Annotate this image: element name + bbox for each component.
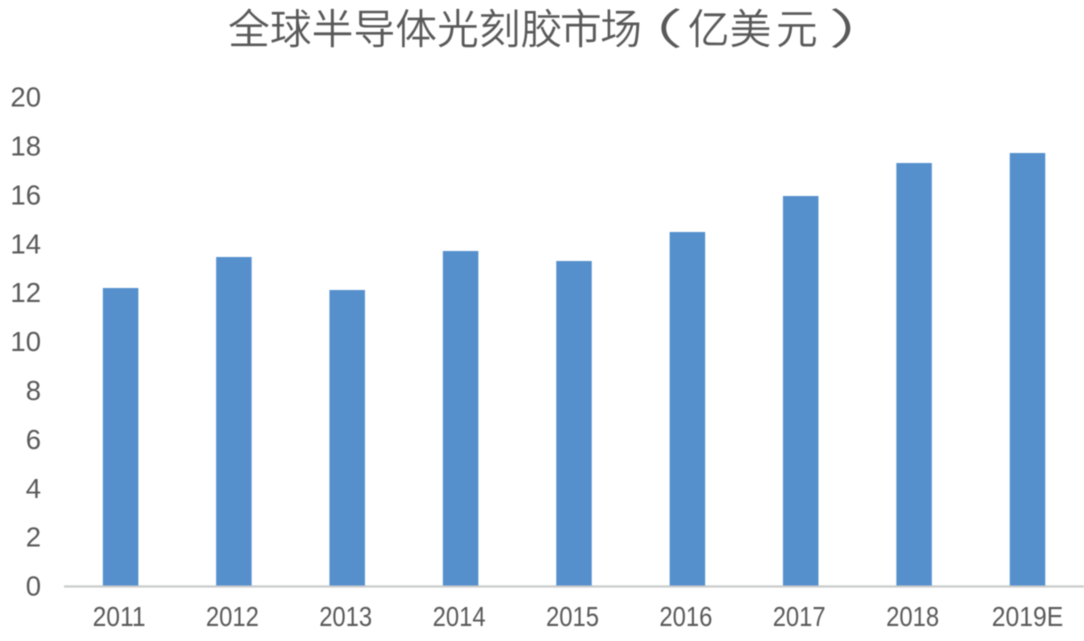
svg-text:2019E: 2019E bbox=[992, 601, 1064, 632]
svg-text:0: 0 bbox=[26, 571, 41, 602]
svg-text:2016: 2016 bbox=[659, 601, 712, 632]
svg-text:18: 18 bbox=[10, 131, 41, 162]
svg-text:2: 2 bbox=[26, 522, 41, 553]
svg-text:2013: 2013 bbox=[319, 601, 372, 632]
svg-text:2014: 2014 bbox=[433, 601, 486, 632]
svg-text:6: 6 bbox=[26, 424, 41, 455]
svg-text:8: 8 bbox=[26, 375, 41, 406]
svg-text:2017: 2017 bbox=[773, 601, 826, 632]
svg-text:2015: 2015 bbox=[546, 601, 599, 632]
svg-text:14: 14 bbox=[10, 228, 41, 259]
svg-text:10: 10 bbox=[10, 326, 41, 357]
svg-text:2018: 2018 bbox=[886, 601, 939, 632]
svg-text:2012: 2012 bbox=[206, 601, 259, 632]
svg-text:20: 20 bbox=[10, 82, 41, 113]
svg-text:2011: 2011 bbox=[93, 601, 146, 632]
svg-text:16: 16 bbox=[10, 179, 41, 210]
svg-text:4: 4 bbox=[26, 473, 41, 504]
svg-text:12: 12 bbox=[10, 277, 41, 308]
